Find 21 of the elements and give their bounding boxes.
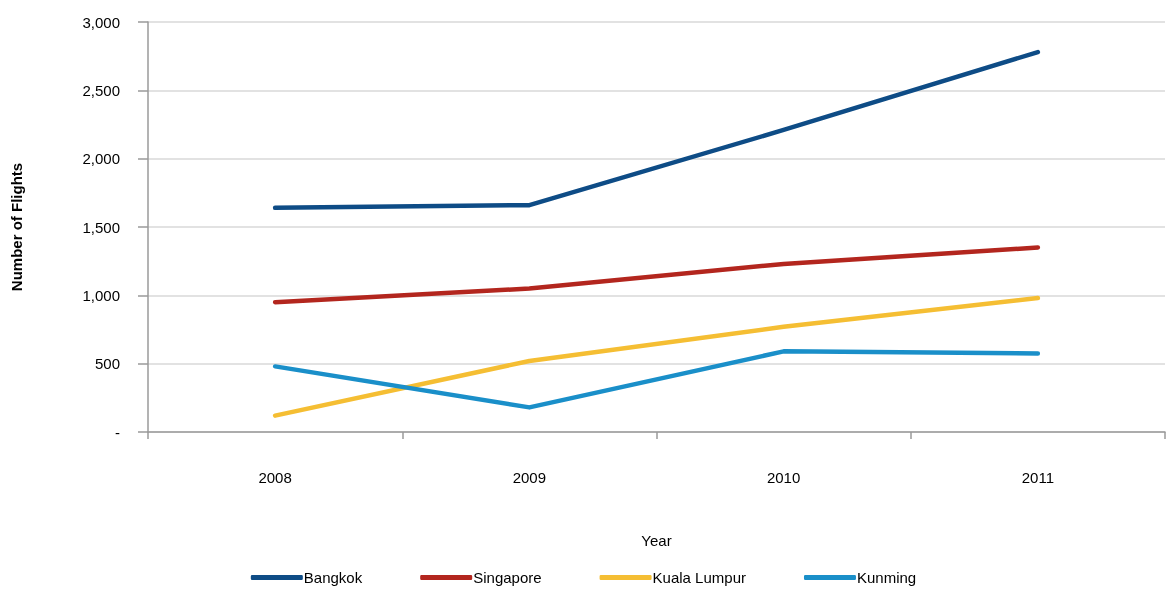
x-tick-label: 2009 [512, 469, 547, 486]
legend-label: Kunming [856, 569, 917, 586]
legend-label: Singapore [473, 569, 542, 586]
x-tick-label: 2010 [766, 469, 801, 486]
y-tick-label: 2,000 [82, 150, 120, 168]
x-tick-label: 2008 [258, 469, 292, 486]
y-tick-label: 2,500 [82, 81, 120, 99]
y-tick-label: 1,000 [82, 286, 120, 304]
x-tick-label: 2011 [1021, 469, 1055, 486]
y-tick-label: 500 [94, 355, 120, 373]
line-series [272, 49, 1041, 211]
line-series [272, 295, 1041, 418]
legend-label: Kuala Lumpur [652, 569, 746, 586]
line-series [272, 245, 1041, 305]
x-axis-title: Year [641, 532, 672, 549]
line-series [272, 349, 1041, 410]
y-axis-title: Number of Flights [8, 162, 25, 292]
y-tick-label: - [115, 423, 120, 441]
legend-label: Bangkok [303, 569, 363, 586]
y-tick-label: 1,500 [82, 218, 120, 236]
y-tick-label: 3,000 [82, 13, 120, 31]
